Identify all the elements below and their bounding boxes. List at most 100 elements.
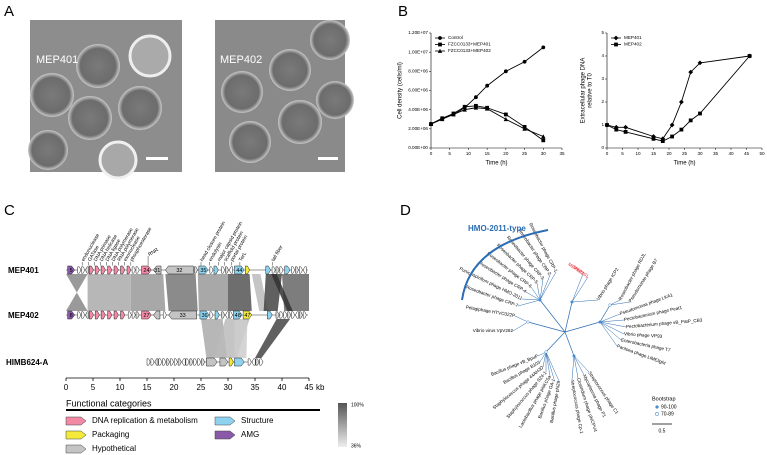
gene	[299, 311, 303, 319]
gene	[265, 265, 271, 275]
gene	[267, 310, 273, 320]
leaf-label: Vibrio phage VP93	[624, 331, 663, 339]
gene	[283, 311, 288, 319]
micrograph-label: MEP401	[36, 54, 78, 66]
legend-swatch	[65, 416, 87, 426]
gene	[168, 310, 197, 320]
y-tick-label: 0	[601, 145, 604, 150]
gene	[242, 310, 253, 320]
x-tick-label: 0	[606, 151, 609, 156]
gene	[295, 266, 299, 274]
gene	[107, 265, 113, 275]
gene	[228, 357, 234, 367]
gene	[185, 358, 190, 366]
gene-annotation: tail fiber	[270, 244, 284, 262]
gene	[113, 310, 119, 320]
gene	[194, 266, 198, 274]
series-line	[606, 55, 750, 142]
gene	[162, 358, 167, 366]
gene	[302, 266, 307, 274]
marker	[485, 83, 490, 88]
scale-label: 40	[278, 383, 287, 392]
leaf-label: Vibrio virus VpV262	[473, 328, 514, 333]
bootstrap-dot	[570, 300, 574, 304]
legend-marker	[613, 35, 619, 41]
y-tick-label: 1	[601, 122, 604, 127]
gene-number: 8	[70, 313, 73, 319]
gene-annotation: TerL	[238, 251, 248, 263]
y-axis-label: Extracellular phage DNA	[581, 58, 587, 124]
gene	[221, 311, 226, 319]
x-axis-label: Time (h)	[673, 161, 695, 167]
gene	[259, 358, 264, 366]
marker	[660, 139, 665, 143]
gene	[198, 265, 209, 275]
marker	[670, 134, 674, 139]
tree-branch	[609, 301, 631, 306]
legend-label: MEP402	[624, 42, 642, 47]
scale-label: 25	[197, 383, 206, 392]
panel-label: A	[4, 3, 14, 20]
marker	[688, 118, 693, 123]
gene	[229, 266, 233, 274]
gene	[131, 311, 136, 319]
marker	[688, 69, 694, 75]
bootstrap-range: 90-100	[661, 404, 677, 410]
y-tick-label: 6.00E+06	[408, 88, 428, 93]
gene	[214, 310, 220, 320]
legend-swatch	[214, 416, 236, 426]
legend-label: FZCC0133+MEP401	[448, 42, 491, 47]
gene	[146, 358, 151, 366]
gene	[234, 357, 245, 367]
marker	[679, 127, 684, 132]
marker	[605, 123, 609, 127]
marker	[679, 99, 684, 105]
gene	[291, 266, 296, 274]
marker	[473, 105, 479, 110]
gene-number: 48	[235, 313, 241, 319]
tree-branch	[571, 273, 584, 303]
gene	[279, 266, 284, 274]
tree-branch	[564, 331, 575, 357]
gene	[135, 311, 140, 319]
gene	[209, 266, 214, 274]
tree-branch	[542, 351, 547, 368]
synteny-band	[66, 274, 88, 311]
marker	[440, 116, 445, 122]
marker	[522, 126, 527, 131]
identity-label: 36%	[351, 443, 362, 449]
x-tick-label: 40	[728, 151, 734, 156]
gene	[193, 358, 198, 366]
gene	[255, 358, 260, 366]
legend-marker	[614, 42, 618, 47]
synteny-band	[251, 274, 268, 311]
x-tick-label: 25	[522, 151, 528, 156]
gene	[135, 266, 140, 274]
tree-branch	[599, 321, 627, 328]
x-tick-label: 20	[666, 151, 672, 156]
marker	[451, 112, 456, 117]
legend-marker	[438, 42, 442, 47]
gene	[166, 358, 170, 366]
leaf-label: Pelagiphage HTVC022P	[465, 305, 515, 319]
bootstrap-dot	[572, 354, 576, 358]
series-line	[606, 55, 750, 140]
identity-gradient	[338, 403, 347, 447]
gene	[225, 266, 229, 274]
tree-branch	[609, 299, 621, 306]
y-tick-label: 8.00E+06	[408, 69, 428, 74]
gene	[100, 265, 106, 275]
tree-branch	[514, 315, 529, 323]
marker	[697, 60, 703, 66]
tree-branch	[571, 299, 599, 303]
gene-number: 44	[236, 268, 242, 274]
marker	[623, 130, 628, 134]
legend-swatch	[65, 430, 87, 440]
scale-label: 35	[251, 383, 260, 392]
y-axis-label: Cell density (cells/ml)	[398, 62, 404, 119]
gene	[295, 311, 299, 319]
tree-branch	[573, 355, 590, 373]
marker	[669, 122, 675, 128]
gene	[141, 265, 152, 275]
legend-title: Functional categories	[66, 398, 152, 408]
